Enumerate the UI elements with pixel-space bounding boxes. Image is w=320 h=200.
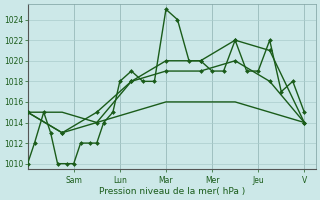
X-axis label: Pression niveau de la mer( hPa ): Pression niveau de la mer( hPa ): [99, 187, 245, 196]
